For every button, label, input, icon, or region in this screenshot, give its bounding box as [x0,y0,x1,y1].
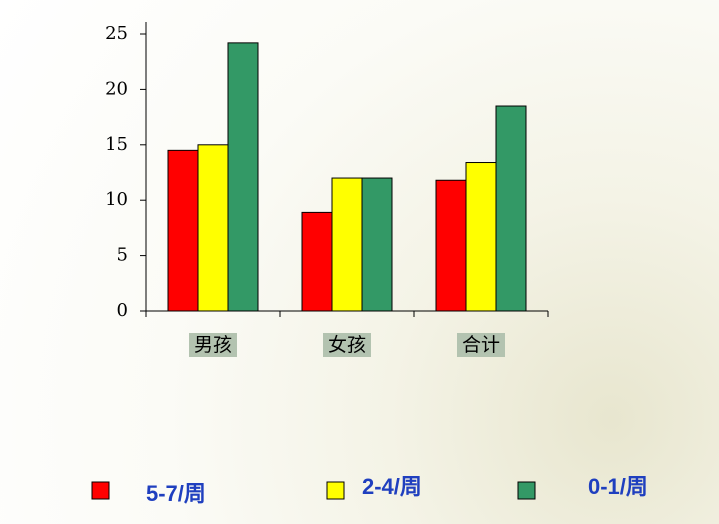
bar [495,105,527,312]
y-tick-label: 0 [117,300,128,321]
y-tick-label: 25 [105,23,128,44]
x-label-bg [457,333,505,357]
legend-label: 2-4/周 [362,474,422,499]
bar [197,144,229,312]
legend-swatch [91,481,110,500]
x-tick-label: 男孩 [194,334,232,356]
y-tick-label: 15 [105,134,128,155]
bar [331,177,363,312]
bar [435,179,467,312]
x-tick-label: 合计 [462,334,500,356]
x-label-bg [323,333,371,357]
legend-swatch [326,481,345,500]
legend-label: 5-7/周 [146,481,206,506]
bar [465,162,497,312]
y-tick-label: 10 [105,189,128,210]
y-tick-label: 5 [117,245,128,266]
y-tick-label: 20 [105,78,128,99]
legend-label: 0-1/周 [588,474,648,499]
bar [361,177,393,312]
bar [301,211,333,312]
x-tick-label: 女孩 [328,334,366,356]
bar [167,149,199,312]
bar [227,42,259,312]
x-label-bg [189,333,237,357]
legend-swatch [517,481,536,500]
